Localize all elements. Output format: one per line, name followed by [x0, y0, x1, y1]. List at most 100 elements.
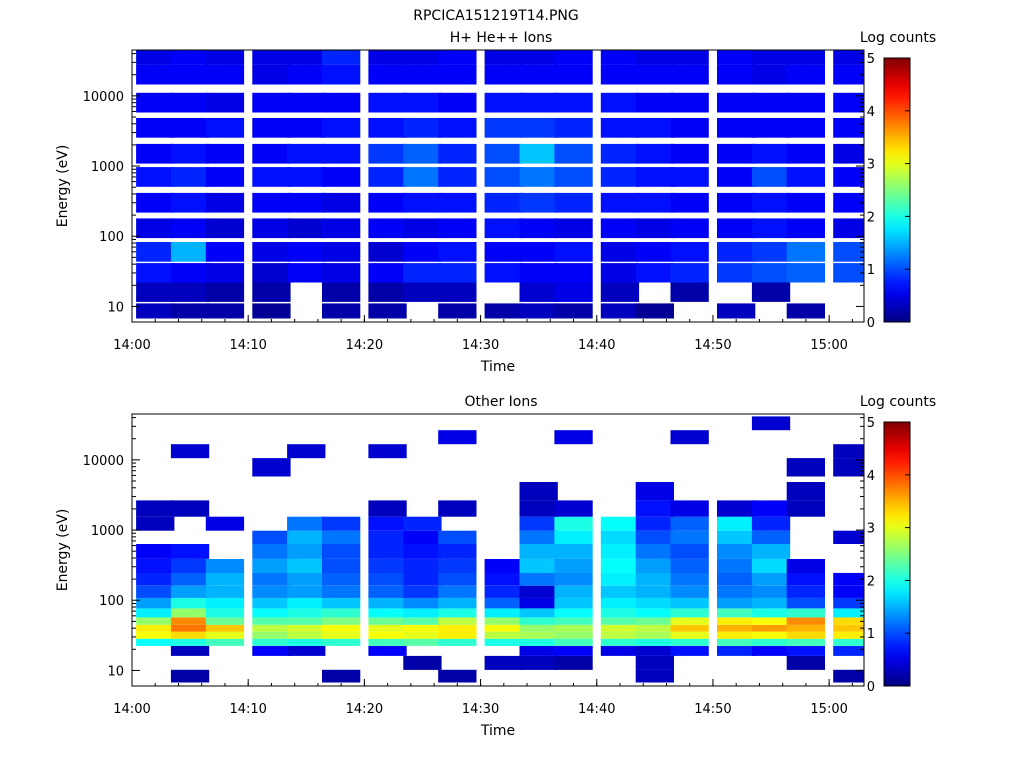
heatmap-cell	[368, 118, 407, 138]
heatmap-cell	[786, 645, 825, 656]
heatmap-cell	[252, 458, 291, 477]
heatmap-cell	[170, 192, 210, 213]
heatmap-cell	[717, 585, 756, 598]
heatmap-cell	[403, 530, 442, 544]
heatmap-cell	[322, 192, 361, 213]
heatmap-cell	[136, 92, 175, 113]
heatmap-cell	[786, 655, 825, 670]
heatmap-cell	[438, 242, 477, 262]
heatmap-cell	[786, 482, 825, 501]
heatmap-cell	[368, 143, 407, 164]
colorbar-tick-label: 0	[867, 680, 875, 695]
heatmap-cell	[170, 167, 210, 187]
heatmap-cell	[438, 559, 477, 573]
heatmap-cell	[170, 444, 210, 459]
heatmap-cell	[368, 530, 407, 544]
heatmap-cell	[717, 218, 756, 239]
heatmap-cell	[786, 617, 825, 625]
heatmap-cell	[670, 645, 709, 656]
heatmap-cell	[438, 430, 477, 445]
heatmap-cell	[554, 631, 593, 639]
heatmap-cell	[484, 118, 523, 138]
heatmap-cell	[519, 303, 558, 319]
heatmap-cell	[600, 282, 640, 302]
heatmap-cell	[833, 530, 864, 544]
heatmap-cell	[403, 92, 442, 113]
heatmap-cell	[786, 631, 825, 639]
heatmap-cell	[170, 597, 210, 609]
heatmap-cell	[751, 572, 791, 586]
heatmap-cell	[287, 167, 326, 187]
heatmap-cell	[635, 530, 674, 544]
heatmap-cell	[368, 597, 407, 609]
heatmap-cell	[554, 638, 593, 646]
heatmap-cell	[170, 50, 210, 65]
heatmap-cell	[484, 655, 523, 670]
heatmap-cell	[786, 50, 825, 65]
heatmap-cell	[438, 303, 477, 319]
colorbar-tick-label: 4	[867, 105, 875, 120]
heatmap-cell	[554, 585, 593, 598]
heatmap-cell	[717, 167, 756, 187]
heatmap-cell	[438, 118, 477, 138]
heatmap-cell	[600, 638, 640, 646]
heatmap-cell	[833, 118, 864, 138]
heatmap-cell	[751, 597, 791, 609]
heatmap-cell	[635, 516, 674, 531]
heatmap-cell	[170, 669, 210, 683]
heatmap-cell	[438, 218, 477, 239]
y-tick-label: 1000	[91, 524, 124, 539]
heatmap-cell	[751, 118, 791, 138]
heatmap-cell	[322, 631, 361, 639]
heatmap-cell	[368, 544, 407, 559]
heatmap-cell	[484, 638, 523, 646]
heatmap-cell	[205, 218, 245, 239]
heatmap-cell	[170, 572, 210, 586]
heatmap-cell	[287, 263, 326, 283]
heatmap-cell	[635, 218, 674, 239]
heatmap-cell	[717, 303, 756, 319]
heatmap-cell	[322, 669, 361, 683]
heatmap-cell	[600, 572, 640, 586]
x-tick-label: 14:00	[113, 338, 150, 353]
heatmap-cell	[751, 192, 791, 213]
heatmap-cell	[252, 638, 291, 646]
heatmap-cells	[136, 416, 864, 683]
heatmap-cell	[717, 608, 756, 618]
heatmap-cell	[751, 242, 791, 262]
heatmap-cell	[635, 585, 674, 598]
heatmap-cell	[751, 64, 791, 85]
heatmap-cell	[600, 143, 640, 164]
heatmap-cell	[670, 572, 709, 586]
heatmap-cell	[519, 608, 558, 618]
colorbar-tick-label: 5	[867, 52, 875, 67]
heatmap-cell	[600, 544, 640, 559]
heatmap-cell	[554, 530, 593, 544]
heatmap-cell	[786, 597, 825, 609]
heatmap-cell	[519, 585, 558, 598]
heatmap-cell	[600, 263, 640, 283]
heatmap-cell	[205, 624, 245, 632]
heatmap-cell	[600, 597, 640, 609]
y-tick-label: 100	[99, 230, 124, 245]
heatmap-cell	[717, 638, 756, 646]
heatmap-cell	[287, 597, 326, 609]
heatmap-cell	[484, 597, 523, 609]
heatmap-cell	[600, 118, 640, 138]
heatmap-cell	[438, 669, 477, 683]
heatmap-cell	[252, 585, 291, 598]
heatmap-cell	[717, 645, 756, 656]
heatmap-cell	[136, 303, 175, 319]
heatmap-cell	[833, 64, 864, 85]
heatmap-cell	[670, 530, 709, 544]
heatmap-cell	[136, 608, 175, 618]
heatmap-cell	[403, 617, 442, 625]
heatmap-cell	[717, 118, 756, 138]
heatmap-cell	[519, 516, 558, 531]
heatmap-cell	[786, 458, 825, 477]
x-tick-label: 14:20	[346, 338, 383, 353]
chart-panels: 14:00 14:10 14:20 14:30 14:40 14:50 15:0010100…	[55, 30, 936, 739]
heatmap-cell	[484, 50, 523, 65]
heatmap-cell	[600, 559, 640, 573]
heatmap-cell	[717, 64, 756, 85]
